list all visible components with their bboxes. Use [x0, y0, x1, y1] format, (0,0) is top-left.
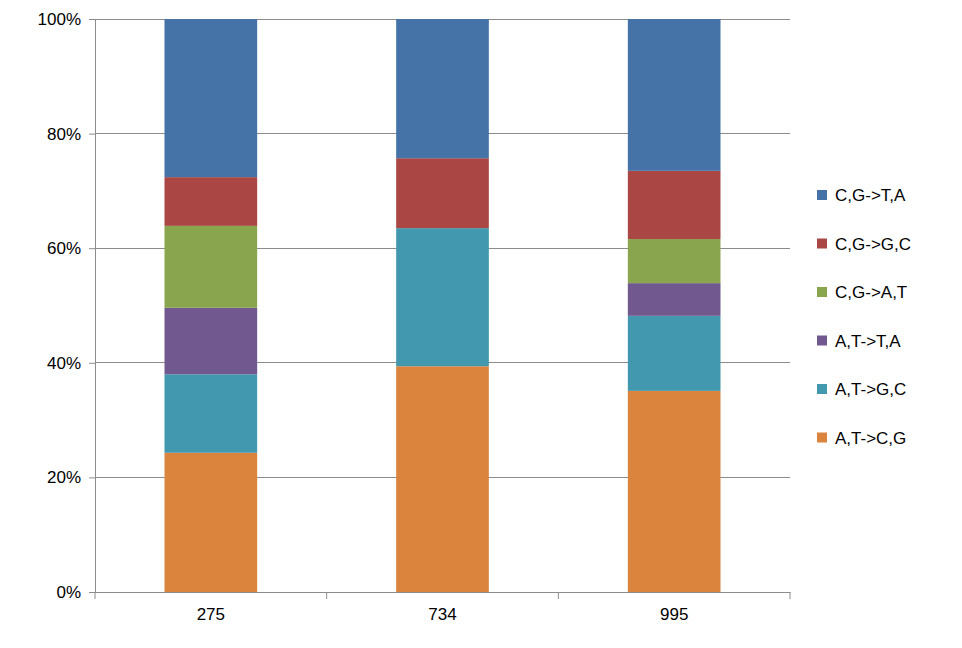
tick-mark [89, 248, 95, 249]
bar-segment [628, 316, 721, 391]
y-axis: 0% 20% 40% 60% 80% 100% [38, 10, 96, 602]
bar-segment [396, 19, 489, 158]
bar-segment [396, 366, 489, 592]
bar-segment [396, 228, 489, 366]
bar-segment [165, 453, 258, 592]
legend-item: A,T->C,G [817, 429, 906, 448]
tick: 60% [47, 239, 95, 258]
chart: 0%20%40%60%80%100%275734995C,G->T,AC,G->… [0, 0, 962, 648]
legend-swatch [817, 433, 827, 443]
tick: 80% [47, 125, 95, 144]
category-divider [95, 592, 96, 599]
tick-label: 275 [197, 605, 225, 624]
tick-label: 20% [47, 468, 81, 487]
tick: 100% [38, 10, 95, 29]
tick-label: 734 [428, 605, 456, 624]
series [165, 19, 721, 177]
bar-segment [628, 391, 721, 592]
legend-item: C,G->G,C [817, 235, 911, 254]
bars [165, 19, 721, 592]
legend-item: C,G->A,T [817, 283, 907, 302]
legend-label: A,T->C,G [835, 429, 906, 448]
legend-label: C,G->A,T [835, 283, 907, 302]
tick-mark [89, 592, 95, 593]
tick: 275 [197, 592, 225, 624]
tick-label: 60% [47, 239, 81, 258]
legend-swatch [817, 384, 827, 394]
tick: 40% [47, 354, 95, 373]
axis-line [96, 592, 791, 593]
legend-swatch [817, 287, 827, 297]
bar-segment [396, 158, 489, 228]
legend-item: A,T->G,C [817, 380, 906, 399]
bar-segment [628, 19, 721, 171]
axis-line [89, 20, 96, 593]
plot-area: 0% 20% 40% 60% 80% 100% 275 734 995 [38, 10, 791, 624]
category-dividers [95, 592, 790, 599]
legend-item: A,T->T,A [817, 332, 901, 351]
legend-label: C,G->T,A [835, 186, 906, 205]
tick: 20% [47, 468, 95, 487]
tick-label: 40% [47, 354, 81, 373]
tick-label: 995 [660, 605, 688, 624]
bar-segment [628, 239, 721, 283]
legend-swatch [817, 239, 827, 249]
tick-mark [89, 477, 95, 478]
grid [95, 19, 790, 592]
legend-swatch [817, 190, 827, 200]
category-divider [326, 592, 327, 599]
bar-segment [628, 283, 721, 316]
series [165, 366, 721, 592]
legend-label: C,G->G,C [835, 235, 911, 254]
tick: 0% [56, 583, 95, 602]
legend: C,G->T,A C,G->G,C C,G->A,T A,T->T,A A,T->G,C… [817, 186, 911, 448]
tick-label: 100% [38, 10, 81, 29]
bar-segment [165, 19, 258, 177]
tick-label: 0% [56, 583, 81, 602]
tick-mark [89, 363, 95, 364]
bar-segment [165, 177, 258, 226]
legend-label: A,T->T,A [835, 332, 901, 351]
bar-segment [165, 226, 258, 308]
tick-label: 80% [47, 125, 81, 144]
bar-segment [165, 374, 258, 453]
tick: 995 [660, 592, 688, 624]
bar-segment [165, 308, 258, 374]
legend-swatch [817, 336, 827, 346]
tick: 734 [428, 592, 456, 624]
legend-item: C,G->T,A [817, 186, 906, 205]
bar-segment [628, 171, 721, 239]
tick-mark [89, 134, 95, 135]
legend-label: A,T->G,C [835, 380, 906, 399]
tick-mark [89, 19, 95, 20]
category-divider [790, 592, 791, 599]
category-divider [558, 592, 559, 599]
x-axis: 275 734 995 [95, 592, 791, 624]
